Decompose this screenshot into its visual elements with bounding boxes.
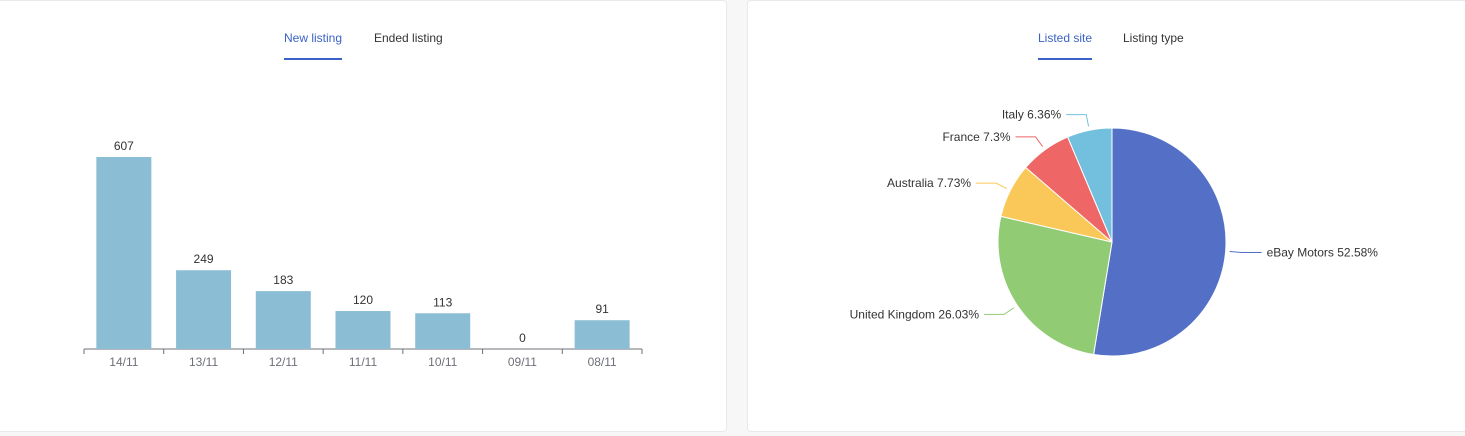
x-tick-label: 10/11 [428, 355, 457, 369]
pie-slice-label: France 7.3% [942, 130, 1010, 144]
pie-label-line [1066, 114, 1090, 127]
bar[interactable] [176, 270, 232, 349]
bar-value-label: 0 [519, 331, 526, 345]
active-tab-indicator [1038, 58, 1092, 60]
x-tick-label: 09/11 [508, 355, 537, 369]
pie-slice-label: Australia 7.73% [887, 176, 971, 190]
pie-label-line [976, 182, 1008, 190]
pie-label-line [1015, 136, 1043, 147]
pie-slice[interactable] [1093, 127, 1227, 357]
bar-value-label: 607 [114, 139, 134, 153]
x-tick-label: 08/11 [588, 355, 617, 369]
tab-new-listing[interactable]: New listing [284, 31, 343, 45]
bar[interactable] [255, 291, 311, 349]
listed-site-panel: Listed site Listing type eBay Motors 52.… [747, 0, 1465, 432]
pie-slice[interactable] [997, 215, 1113, 356]
tab-listing-type[interactable]: Listing type [1123, 31, 1184, 45]
pie-slice[interactable] [1066, 127, 1113, 243]
bar[interactable] [335, 311, 391, 349]
active-tab-indicator [284, 58, 342, 60]
tab-listed-site[interactable]: Listed site [1038, 31, 1093, 45]
bar-value-label: 249 [194, 252, 214, 266]
pie-label-line [984, 307, 1015, 315]
bar-value-label: 113 [433, 295, 452, 309]
x-tick-label: 13/11 [189, 355, 218, 369]
pie-slice-label: United Kingdom 26.03% [850, 307, 980, 321]
x-tick-label: 14/11 [109, 355, 138, 369]
x-tick-label: 12/11 [269, 355, 298, 369]
bar[interactable] [574, 320, 630, 349]
bar[interactable] [96, 157, 152, 349]
pie-slice-label: eBay Motors 52.58% [1267, 246, 1379, 260]
x-tick-label: 11/11 [349, 355, 378, 369]
new-listing-panel: New listing Ended listing 607 14/11 249 13/… [0, 0, 727, 432]
bar[interactable] [415, 313, 471, 349]
tab-ended-listing[interactable]: Ended listing [374, 31, 443, 45]
pie-chart: eBay Motors 52.58% United Kingdom 26.03% A… [850, 108, 1379, 357]
bar-chart: 607 14/11 249 13/11 183 12/11 120 11/11 113 10/11… [83, 139, 643, 369]
pie-slice-label: Italy 6.36% [1002, 108, 1062, 122]
bar-value-label: 183 [273, 273, 293, 287]
bar-value-label: 91 [595, 302, 609, 316]
pie-label-line [1229, 251, 1262, 254]
bar-value-label: 120 [353, 293, 373, 307]
